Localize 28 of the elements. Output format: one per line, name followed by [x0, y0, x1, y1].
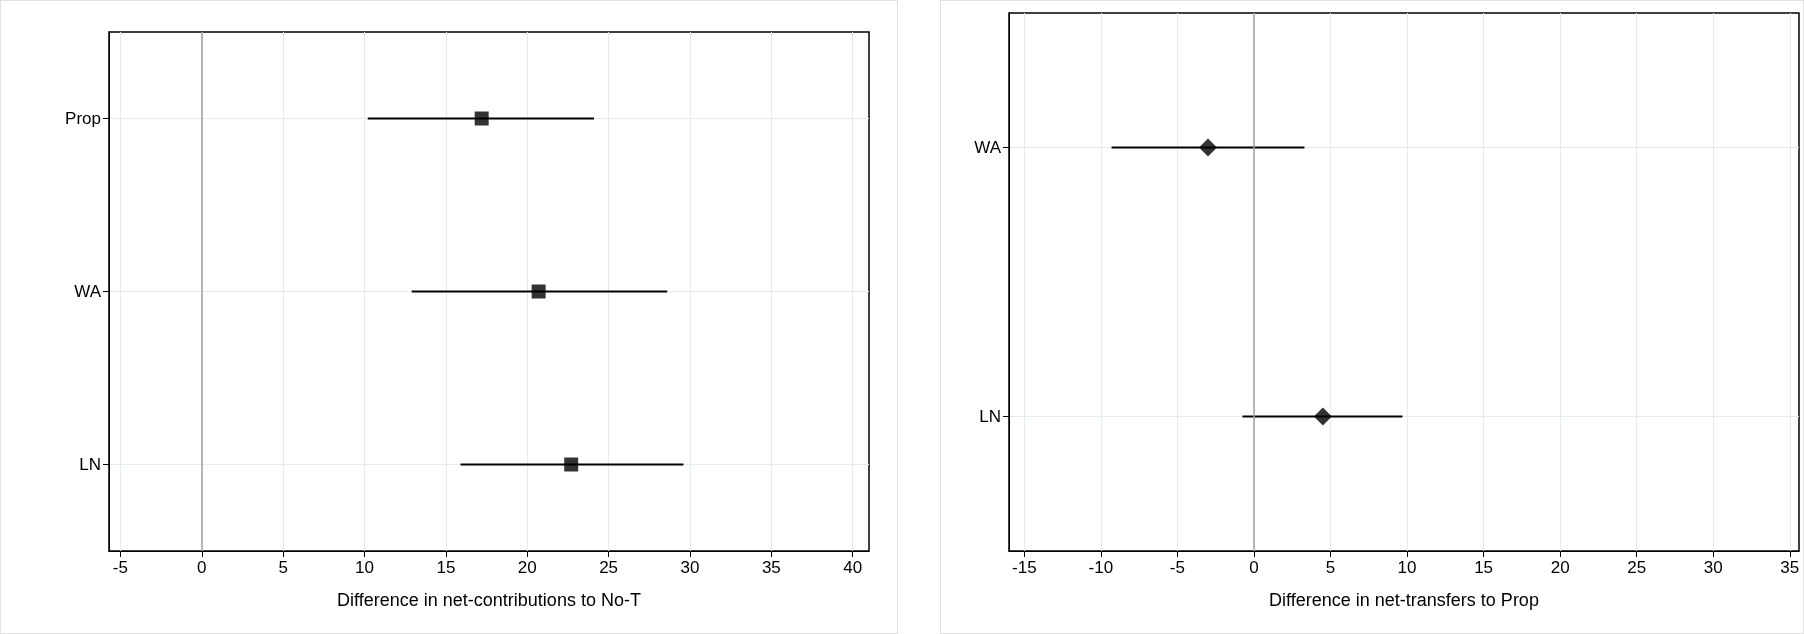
x-axis-title: Difference in net-transfers to Prop — [1269, 590, 1539, 610]
y-tick-label: LN — [79, 455, 101, 474]
x-tick-label: -10 — [1088, 558, 1114, 577]
x-tick-label: 35 — [1780, 558, 1800, 577]
y-tick-label: Prop — [65, 109, 101, 128]
y-tick-label: WA — [974, 138, 1002, 157]
y-tick-label: LN — [979, 407, 1001, 426]
x-tick-label: 20 — [517, 558, 537, 577]
x-tick-label: -5 — [112, 558, 128, 577]
x-tick-label: 25 — [1627, 558, 1647, 577]
y-tick-label: WA — [74, 282, 102, 301]
x-tick-label: 0 — [1249, 558, 1259, 577]
x-tick-label: 40 — [843, 558, 863, 577]
x-tick-label: 20 — [1550, 558, 1570, 577]
x-tick-label: 30 — [1703, 558, 1723, 577]
x-tick-label: -15 — [1012, 558, 1037, 577]
x-tick-label: 5 — [1325, 558, 1336, 577]
x-tick-label: 15 — [436, 558, 456, 577]
x-tick-label: 35 — [761, 558, 781, 577]
x-tick-label: -5 — [1169, 558, 1185, 577]
x-tick-label: 15 — [1474, 558, 1494, 577]
x-tick-label: 10 — [1397, 558, 1417, 577]
x-tick-label: 5 — [278, 558, 288, 577]
x-tick-label: 0 — [197, 558, 207, 577]
x-tick-label: 10 — [355, 558, 374, 577]
x-tick-label: 25 — [599, 558, 619, 577]
x-axis-title: Difference in net-contributions to No-T — [337, 590, 641, 610]
x-tick-label: 30 — [680, 558, 700, 577]
